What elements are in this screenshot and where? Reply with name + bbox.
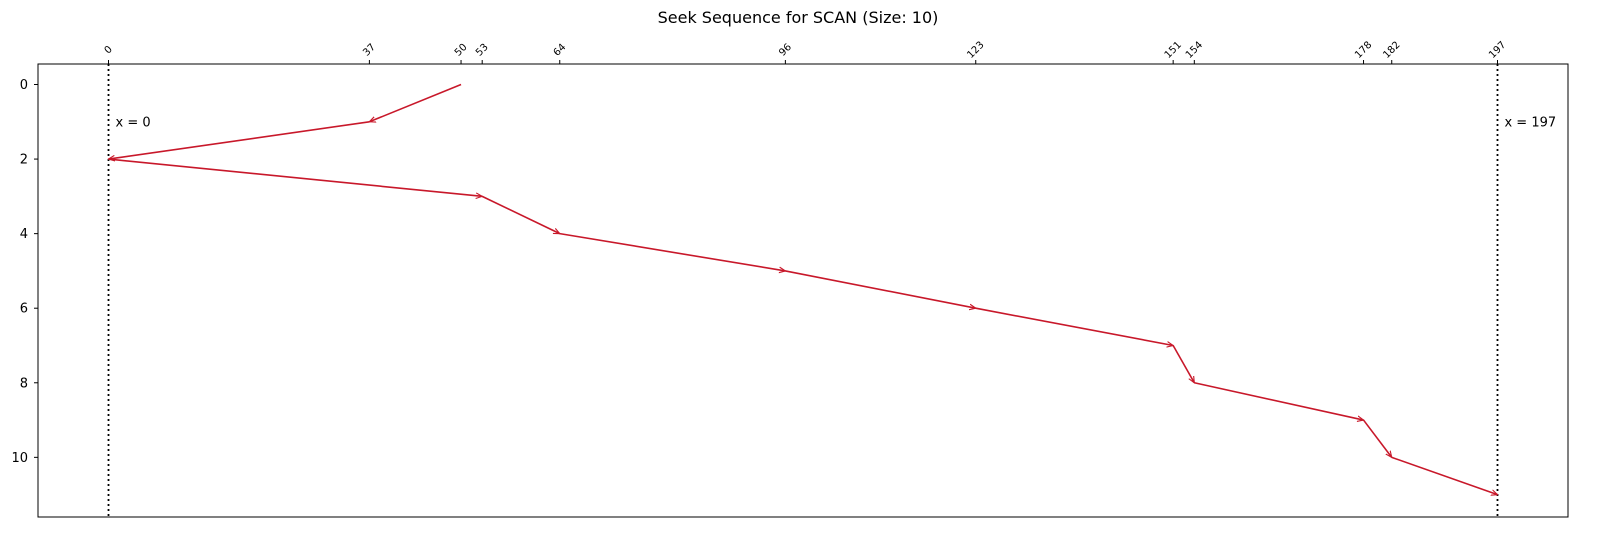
seek-segment	[975, 307, 1173, 345]
x-tick-label: 154	[1184, 40, 1205, 61]
y-tick-label: 2	[20, 153, 28, 168]
seek-segment	[369, 83, 462, 122]
y-tick-label: 8	[20, 376, 28, 391]
vline-label: x = 197	[1504, 115, 1556, 130]
x-tick-label: 123	[965, 40, 986, 61]
x-tick-label: 178	[1353, 40, 1374, 61]
seek-segment	[559, 232, 786, 271]
x-tick-label: 182	[1381, 40, 1402, 61]
x-tick-label: 64	[552, 42, 569, 59]
seek-segment	[1362, 419, 1392, 457]
seek-segment	[1172, 345, 1196, 382]
x-tick-label: 197	[1487, 40, 1508, 61]
seek-segment	[1194, 381, 1363, 420]
vline-label: x = 0	[116, 115, 151, 130]
plot-frame	[37, 63, 1569, 518]
seek-segment	[109, 120, 370, 159]
y-tick-label: 6	[20, 302, 28, 317]
x-tick-label: 37	[361, 42, 378, 59]
seek-segment	[785, 270, 975, 308]
x-tick-label: 151	[1163, 40, 1184, 61]
y-tick-label: 4	[20, 227, 28, 242]
x-tick-label: 0	[103, 44, 115, 56]
chart-title: Seek Sequence for SCAN (Size: 10)	[658, 8, 939, 27]
x-tick-label: 50	[453, 42, 470, 59]
y-tick-label: 0	[20, 78, 28, 93]
seek-segment	[1391, 456, 1498, 494]
seek-segment	[481, 195, 560, 235]
seek-segment	[108, 158, 483, 196]
y-tick-label: 10	[11, 451, 28, 466]
x-tick-label: 96	[777, 42, 794, 59]
x-tick-label: 53	[474, 42, 491, 59]
